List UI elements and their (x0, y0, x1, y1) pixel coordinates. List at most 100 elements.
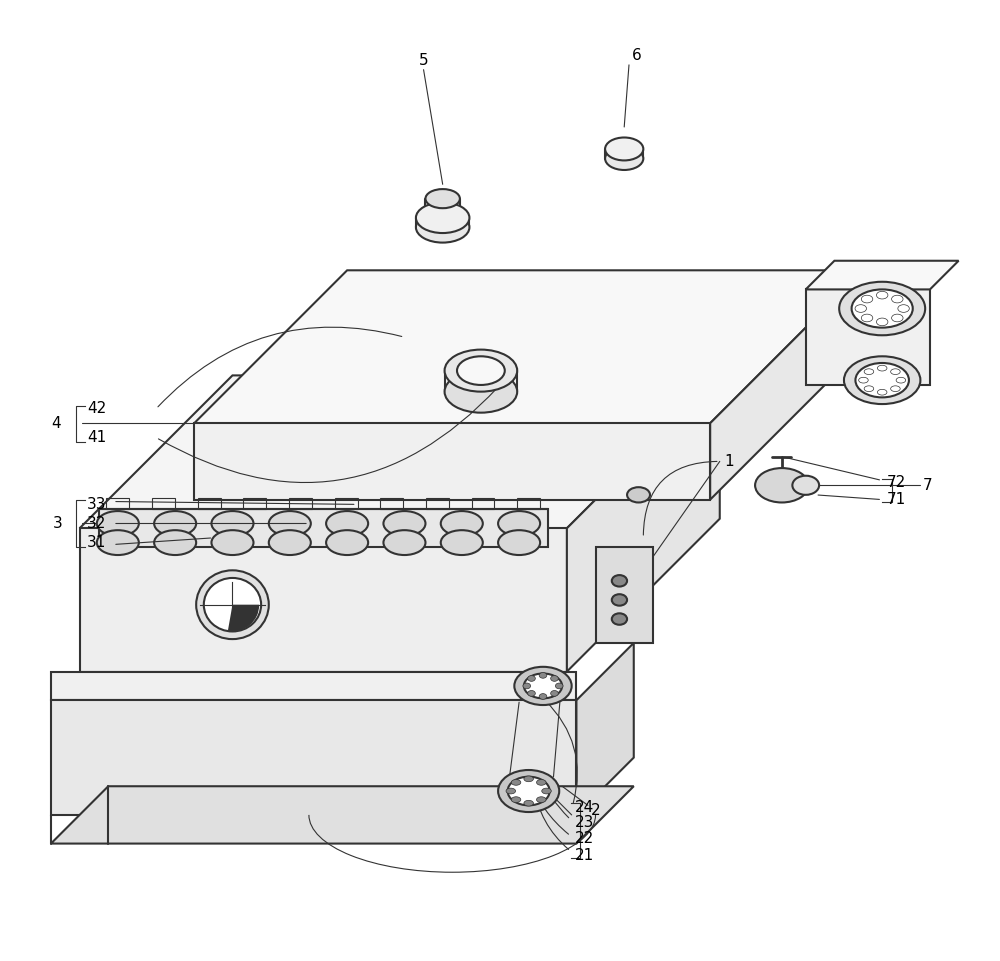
Polygon shape (567, 376, 720, 672)
Bar (198, 498, 221, 509)
Ellipse shape (498, 511, 540, 536)
Text: 24: 24 (575, 800, 594, 815)
Ellipse shape (605, 137, 643, 160)
Ellipse shape (551, 691, 558, 697)
Polygon shape (194, 270, 863, 423)
Text: 21: 21 (575, 848, 594, 863)
Ellipse shape (612, 594, 627, 605)
Ellipse shape (383, 530, 425, 555)
Ellipse shape (97, 511, 139, 536)
Bar (380, 498, 403, 509)
Ellipse shape (383, 511, 425, 536)
Ellipse shape (877, 389, 887, 395)
Text: 2: 2 (591, 802, 600, 818)
Ellipse shape (876, 318, 888, 326)
Text: 71: 71 (887, 492, 906, 507)
Polygon shape (194, 423, 710, 500)
Ellipse shape (852, 289, 913, 328)
Ellipse shape (511, 797, 521, 802)
Ellipse shape (891, 369, 900, 375)
Ellipse shape (855, 305, 867, 312)
Text: 22: 22 (575, 831, 594, 847)
Ellipse shape (524, 776, 533, 781)
Ellipse shape (154, 511, 196, 536)
Ellipse shape (441, 511, 483, 536)
Bar (335, 498, 358, 509)
Bar (472, 498, 494, 509)
Ellipse shape (891, 385, 900, 391)
Bar (289, 498, 312, 509)
Ellipse shape (539, 673, 547, 678)
Ellipse shape (551, 676, 558, 681)
Polygon shape (80, 376, 720, 529)
Ellipse shape (876, 291, 888, 299)
Polygon shape (596, 548, 653, 643)
Ellipse shape (859, 378, 868, 383)
Text: 33: 33 (87, 497, 107, 512)
Text: 6: 6 (632, 48, 642, 62)
Ellipse shape (792, 476, 819, 495)
Ellipse shape (612, 575, 627, 586)
Polygon shape (576, 643, 634, 815)
Ellipse shape (211, 530, 253, 555)
Text: 3: 3 (53, 516, 63, 531)
Polygon shape (80, 529, 567, 672)
Ellipse shape (498, 770, 559, 812)
Polygon shape (51, 701, 576, 815)
Ellipse shape (892, 295, 903, 303)
Ellipse shape (539, 694, 547, 700)
Ellipse shape (555, 683, 563, 689)
Ellipse shape (537, 797, 546, 802)
Text: 32: 32 (87, 516, 107, 531)
Ellipse shape (839, 282, 925, 335)
Ellipse shape (542, 788, 551, 794)
Ellipse shape (204, 578, 261, 631)
Bar (243, 498, 266, 509)
Ellipse shape (457, 357, 505, 385)
Text: 7: 7 (922, 478, 932, 493)
Bar (426, 498, 449, 509)
Ellipse shape (612, 613, 627, 625)
Ellipse shape (524, 801, 533, 806)
Text: 23: 23 (575, 815, 594, 830)
Ellipse shape (898, 305, 909, 312)
Ellipse shape (416, 212, 469, 242)
Polygon shape (99, 509, 548, 548)
Ellipse shape (97, 530, 139, 555)
Ellipse shape (269, 511, 311, 536)
Ellipse shape (528, 676, 535, 681)
Polygon shape (806, 289, 930, 385)
Ellipse shape (892, 314, 903, 322)
Ellipse shape (861, 295, 873, 303)
Polygon shape (806, 260, 959, 289)
Ellipse shape (755, 468, 809, 503)
Ellipse shape (416, 203, 469, 233)
Ellipse shape (511, 779, 521, 785)
Ellipse shape (896, 378, 906, 383)
Ellipse shape (864, 369, 874, 375)
Ellipse shape (441, 530, 483, 555)
Polygon shape (710, 270, 863, 500)
Ellipse shape (627, 487, 650, 503)
Ellipse shape (508, 776, 550, 805)
Ellipse shape (326, 511, 368, 536)
Ellipse shape (877, 365, 887, 371)
Text: 1: 1 (725, 454, 734, 469)
Ellipse shape (514, 667, 572, 705)
Ellipse shape (154, 530, 196, 555)
Bar (517, 498, 540, 509)
Ellipse shape (211, 511, 253, 536)
Bar (106, 498, 129, 509)
Ellipse shape (506, 788, 516, 794)
Text: 31: 31 (87, 535, 107, 550)
Text: 5: 5 (419, 53, 428, 67)
Text: 41: 41 (87, 430, 106, 445)
Ellipse shape (498, 530, 540, 555)
Ellipse shape (269, 530, 311, 555)
Ellipse shape (445, 350, 517, 392)
Ellipse shape (864, 385, 874, 391)
Ellipse shape (196, 570, 269, 639)
Polygon shape (51, 786, 634, 844)
Bar (152, 498, 175, 509)
Ellipse shape (861, 314, 873, 322)
